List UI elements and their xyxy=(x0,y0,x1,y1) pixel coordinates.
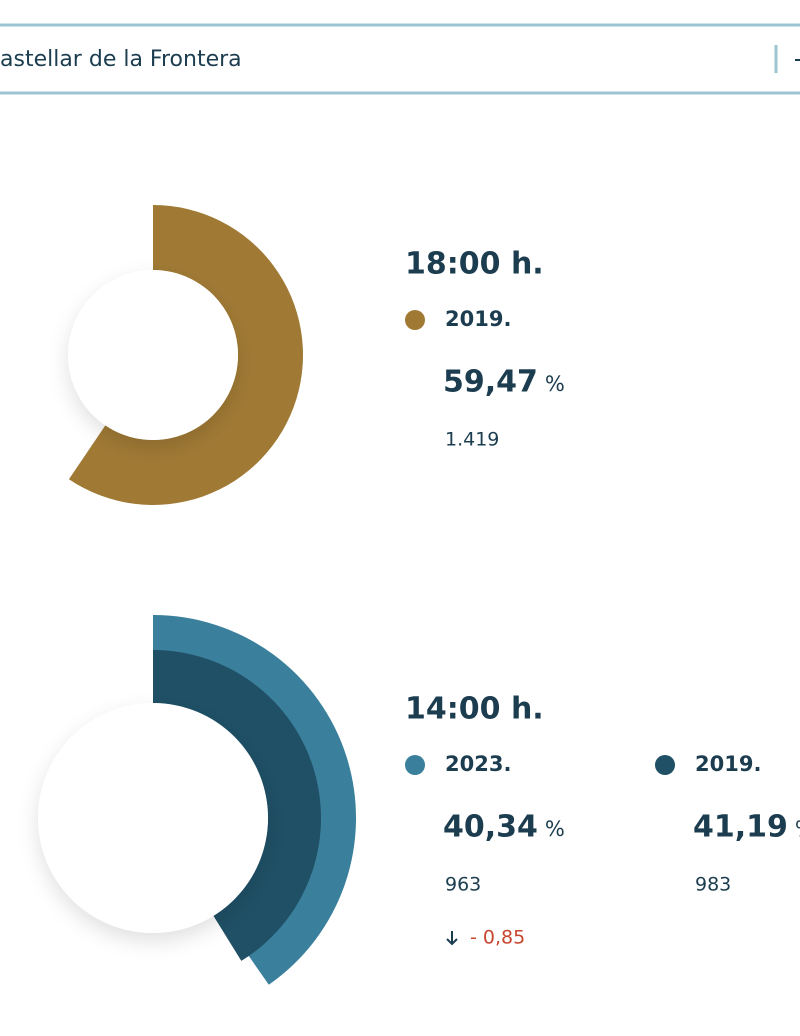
percent-value: 59,47 xyxy=(443,365,538,400)
donut-hole xyxy=(38,703,268,933)
percent-unit: % xyxy=(545,372,565,396)
legend-dot xyxy=(405,310,425,330)
legend-dot xyxy=(405,755,425,775)
time-label: 14:00 h. xyxy=(405,692,544,727)
down-arrow xyxy=(446,931,458,946)
count: 983 xyxy=(695,874,731,896)
donut-hole xyxy=(68,270,238,440)
count: 1.419 xyxy=(445,429,499,451)
donut-arc xyxy=(68,205,303,505)
legend-dot xyxy=(655,755,675,775)
percent-unit: % xyxy=(795,817,800,841)
search-border xyxy=(0,23,800,95)
percent-value: 41,19 xyxy=(693,810,788,845)
year-label: 2023. xyxy=(445,752,511,776)
time-label: 18:00 h. xyxy=(405,247,544,282)
search-text: astellar de la Frontera xyxy=(0,47,242,72)
donut-arc xyxy=(153,650,321,961)
count: 963 xyxy=(445,874,481,896)
percent-value: 40,34 xyxy=(443,810,538,845)
percent-unit: % xyxy=(545,817,565,841)
search-box[interactable]: astellar de la Frontera xyxy=(0,23,800,95)
year-label: 2019. xyxy=(445,307,511,331)
year-label: 2019. xyxy=(695,752,761,776)
difference: - 0,85 xyxy=(470,927,525,949)
